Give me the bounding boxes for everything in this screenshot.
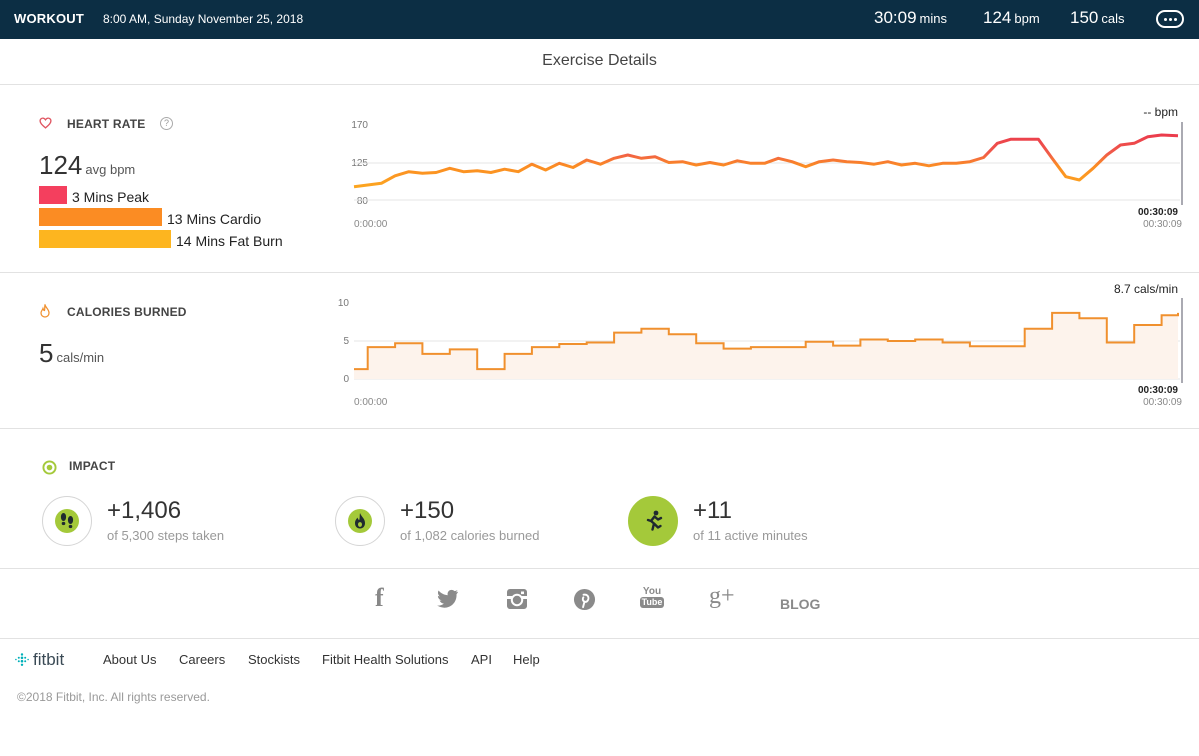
fitbit-logo[interactable]: fitbit: [33, 650, 65, 669]
help-icon[interactable]: ?: [160, 117, 173, 130]
impact-steps-circle: [42, 496, 92, 546]
y-tick: 5: [343, 336, 349, 347]
ellipsis-icon[interactable]: [1156, 10, 1184, 28]
x-start-label: 0:00:00: [354, 219, 388, 230]
active-minutes-value: +11: [693, 497, 732, 524]
footer-link-stockists[interactable]: Stockists: [248, 652, 301, 667]
page-title: Exercise Details: [542, 52, 657, 69]
youtube-icon[interactable]: You Tube: [640, 586, 664, 608]
facebook-icon[interactable]: f: [375, 583, 384, 612]
peak-zone-label: 3 Mins Peak: [72, 189, 150, 205]
cardio-zone-label: 13 Mins Cardio: [167, 211, 262, 227]
footer-link-api[interactable]: API: [471, 652, 492, 667]
calories-chart[interactable]: 10 5 0 8.7 cals/min 00:30:09 0:00:00 00:…: [320, 280, 1190, 410]
steps-value: +1,406: [107, 497, 182, 524]
bpm-stat: 124 bpm: [983, 8, 1040, 27]
footprints-icon: [55, 509, 79, 533]
flame-icon: [348, 509, 372, 533]
divider: [0, 428, 1199, 429]
divider: [0, 272, 1199, 273]
impact-title: IMPACT: [69, 459, 116, 473]
fat-burn-zone-label: 14 Mins Fat Burn: [176, 233, 283, 249]
fitbit-logo-icon: [15, 653, 29, 666]
running-person-icon: [646, 510, 663, 531]
impact-calories-circle: [335, 496, 385, 546]
footer-link-careers[interactable]: Careers: [179, 652, 226, 667]
flame-icon: [40, 304, 50, 318]
y-tick: 0: [343, 374, 349, 385]
cals-per-min: 5 cals/min: [39, 338, 105, 368]
calories-value: +150: [400, 497, 455, 524]
twitter-icon[interactable]: [437, 589, 459, 608]
target-icon: [42, 460, 57, 475]
cals-readout: 8.7 cals/min: [1114, 282, 1178, 296]
footer-link-health-solutions[interactable]: Fitbit Health Solutions: [322, 652, 449, 667]
divider: [0, 568, 1199, 569]
steps-subtitle: of 5,300 steps taken: [107, 528, 225, 543]
x-end-label: 00:30:09: [1143, 219, 1182, 230]
footer-link-about-us[interactable]: About Us: [103, 652, 157, 667]
heart-rate-series-line: [353, 133, 1179, 189]
cals-stat: 150 cals: [1070, 8, 1125, 27]
fat-burn-zone-bar: [39, 230, 171, 248]
bpm-readout: -- bpm: [1143, 105, 1178, 119]
instagram-icon[interactable]: [506, 588, 528, 610]
divider: [0, 638, 1199, 639]
cursor-time: 00:30:09: [1138, 207, 1178, 218]
impact-active-circle: [628, 496, 678, 546]
heart-icon: [39, 117, 52, 129]
calories-subtitle: of 1,082 calories burned: [400, 528, 540, 543]
heart-rate-chart[interactable]: 170 125 80 -- bpm 00:30:09 0:00:00 00:30…: [320, 100, 1190, 235]
x-end-label: 00:30:09: [1143, 397, 1182, 408]
pinterest-icon[interactable]: [573, 588, 596, 611]
cursor-time: 00:30:09: [1138, 385, 1178, 396]
duration-stat: 30:09 mins: [874, 8, 947, 27]
y-tick: 10: [338, 298, 350, 309]
cardio-zone-bar: [39, 208, 162, 226]
workout-datetime: 8:00 AM, Sunday November 25, 2018: [103, 12, 304, 26]
top-bar: WORKOUT 8:00 AM, Sunday November 25, 201…: [0, 0, 1199, 39]
active-minutes-subtitle: of 11 active minutes: [693, 528, 808, 543]
workout-title: WORKOUT: [14, 11, 84, 26]
x-start-label: 0:00:00: [354, 397, 388, 408]
heart-rate-title: HEART RATE: [67, 117, 146, 131]
peak-zone-bar: [39, 186, 67, 204]
blog-link[interactable]: BLOG: [780, 596, 821, 612]
y-tick: 170: [351, 120, 368, 131]
calories-area-fill: [354, 312, 1178, 379]
calories-title: CALORIES BURNED: [67, 305, 187, 319]
footer-link-help[interactable]: Help: [513, 652, 540, 667]
divider: [0, 84, 1199, 85]
avg-bpm: 124 avg bpm: [39, 150, 136, 180]
google-plus-icon[interactable]: g+: [709, 583, 735, 609]
calories-series-line: [354, 311, 1179, 371]
y-tick: 80: [357, 196, 369, 207]
copyright: ©2018 Fitbit, Inc. All rights reserved.: [17, 690, 210, 704]
